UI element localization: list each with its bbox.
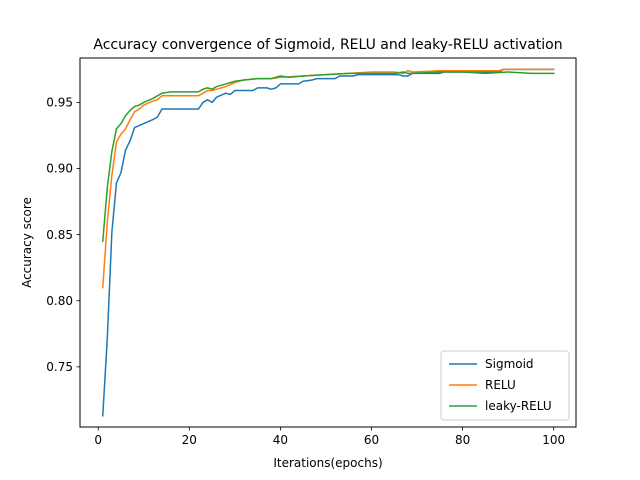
x-tick-label: 80	[455, 433, 470, 447]
legend-box	[440, 350, 570, 421]
chart-title: Accuracy convergence of Sigmoid, RELU an…	[93, 37, 562, 53]
y-tick-label: 0.80	[46, 294, 73, 308]
y-tick-label: 0.90	[46, 162, 73, 176]
x-tick-label: 20	[182, 433, 197, 447]
y-axis: 0.75 0.80 0.85 0.90 0.95	[46, 96, 80, 374]
x-axis-label: Iterations(epochs)	[273, 456, 382, 470]
legend: Sigmoid RELU leaky-RELU	[440, 350, 570, 421]
legend-label-sigmoid: Sigmoid	[485, 357, 534, 371]
x-tick-label: 100	[542, 433, 565, 447]
y-tick-label: 0.95	[46, 96, 73, 110]
x-tick-label: 60	[364, 433, 379, 447]
x-axis: 0 20 40 60 80 100	[94, 427, 565, 447]
x-tick-label: 0	[94, 433, 102, 447]
legend-label-relu: RELU	[485, 378, 516, 392]
plot-area	[79, 57, 577, 428]
x-tick-label: 40	[273, 433, 288, 447]
y-tick-label: 0.85	[46, 228, 73, 242]
y-axis-label: Accuracy score	[20, 197, 34, 288]
axes-frame	[79, 57, 577, 428]
legend-label-leaky-relu: leaky-RELU	[485, 399, 552, 413]
series-line-leaky-relu	[101, 71, 555, 243]
series-layer	[101, 68, 555, 417]
series-line-relu	[101, 68, 555, 289]
series-line-sigmoid	[101, 68, 555, 417]
y-tick-label: 0.75	[46, 360, 73, 374]
